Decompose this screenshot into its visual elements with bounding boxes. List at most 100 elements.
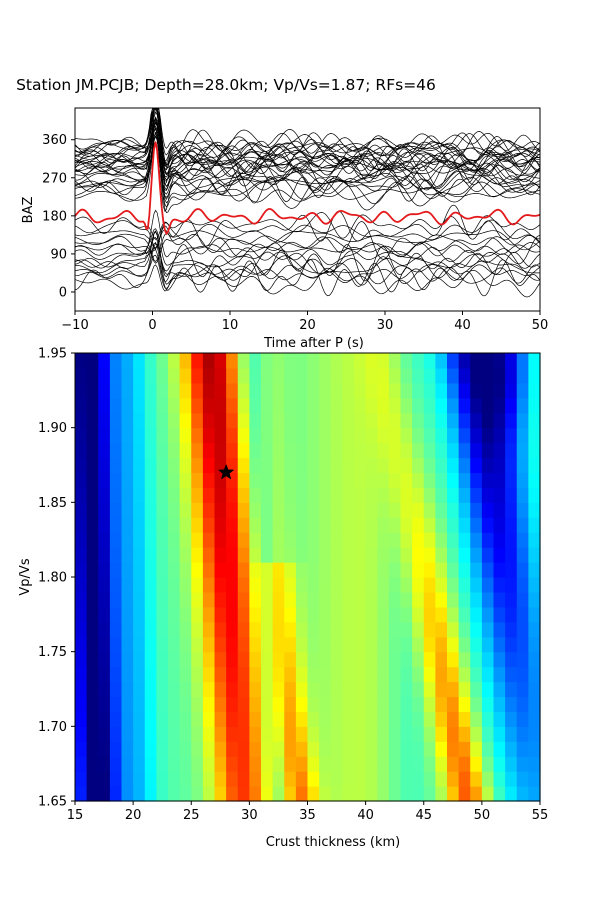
hk-cell (307, 562, 320, 578)
hk-cell (121, 502, 134, 518)
hk-cell (272, 786, 285, 802)
hk-cell (109, 472, 123, 488)
hk-cell (191, 711, 204, 727)
hk-cell (226, 547, 239, 563)
hk-cell (447, 726, 460, 742)
hk-cell (354, 382, 367, 399)
hk-cell (86, 651, 99, 668)
hk-cell (330, 367, 343, 384)
hk-cell (133, 487, 146, 503)
hk-cell (377, 397, 390, 414)
hk-cell (191, 756, 204, 772)
hk-cell (133, 547, 146, 563)
hk-cell (98, 771, 111, 787)
hk-cell (365, 472, 378, 488)
hk-cell (377, 591, 390, 608)
hk-cell (365, 771, 378, 787)
hk-cell (458, 502, 471, 518)
hk-cell (505, 577, 518, 593)
hk-cell (237, 562, 250, 578)
hk-cell (261, 547, 274, 563)
hk-cell (435, 591, 448, 608)
hk-cell (377, 696, 390, 712)
hk-cell (458, 457, 471, 474)
hk-cell (470, 487, 483, 503)
hk-cell (493, 651, 506, 668)
hk-cell (261, 741, 274, 757)
hk-cell (516, 681, 529, 698)
hk-cell (109, 606, 123, 623)
hk-cell (168, 577, 181, 593)
hk-cell (400, 412, 413, 429)
hk-cell (330, 771, 343, 787)
hk-cell (330, 726, 343, 742)
hk-cell (493, 502, 506, 518)
hk-cell (237, 621, 250, 638)
hk-cell (307, 487, 320, 503)
hk-cell (75, 771, 88, 787)
hk-cell (202, 412, 216, 429)
hk-cell (481, 711, 495, 727)
hk-cell (528, 577, 541, 593)
hk-cell (458, 666, 471, 683)
hk-cell (261, 412, 274, 429)
hk-cell (481, 606, 495, 623)
hk-cell (98, 397, 111, 414)
hk-cell (388, 353, 402, 369)
hk-cell (400, 427, 413, 444)
hk-cell (505, 696, 518, 712)
hk-cell (354, 562, 367, 578)
hk-cell (121, 353, 134, 369)
hk-cell (284, 651, 297, 668)
hk-cell (377, 726, 390, 742)
hk-cell (144, 427, 157, 444)
hk-cell (295, 532, 309, 548)
hk-cell (179, 353, 192, 369)
hk-cell (400, 442, 413, 459)
hk-cell (214, 741, 227, 757)
hk-cell (109, 786, 123, 802)
hk-cell (528, 681, 541, 698)
hk-cell (516, 771, 529, 787)
hk-cell (447, 651, 460, 668)
hk-cell (98, 367, 111, 384)
hk-cell (435, 397, 448, 414)
hk-cell (191, 577, 204, 593)
hk-cell (458, 517, 471, 533)
hk-cell (319, 651, 332, 668)
hk-cell (377, 606, 390, 623)
hk-cell (388, 412, 402, 429)
hk-cell (261, 442, 274, 459)
hk-cell (505, 457, 518, 474)
hk-cell (214, 666, 227, 683)
hk-cell (156, 666, 169, 683)
hk-cell (365, 562, 378, 578)
hk-cell (75, 696, 88, 712)
hk-cell (458, 681, 471, 698)
hk-cell (330, 606, 343, 623)
hk-cell (388, 517, 402, 533)
hk-cell (249, 382, 262, 399)
hk-cell (226, 457, 239, 474)
hk-cell (133, 756, 146, 772)
hk-cell (121, 412, 134, 429)
hk-cell (377, 562, 390, 578)
rf-x-tick-label: 50 (532, 318, 549, 333)
hk-cell (470, 562, 483, 578)
hk-cell (319, 666, 332, 683)
hk-cell (272, 666, 285, 683)
hk-cell (75, 681, 88, 698)
hk-cell (447, 786, 460, 802)
hk-cell (493, 636, 506, 653)
hk-cell (342, 412, 355, 429)
hk-cell (202, 651, 216, 668)
hk-cell (528, 397, 541, 414)
hk-cell (168, 681, 181, 698)
hk-cell (505, 532, 518, 548)
hk-cell (98, 726, 111, 742)
hk-cell (493, 562, 506, 578)
hk-cell (400, 397, 413, 414)
rf-axes-frame (74, 107, 541, 312)
hk-cell (168, 562, 181, 578)
hk-cell (377, 636, 390, 653)
